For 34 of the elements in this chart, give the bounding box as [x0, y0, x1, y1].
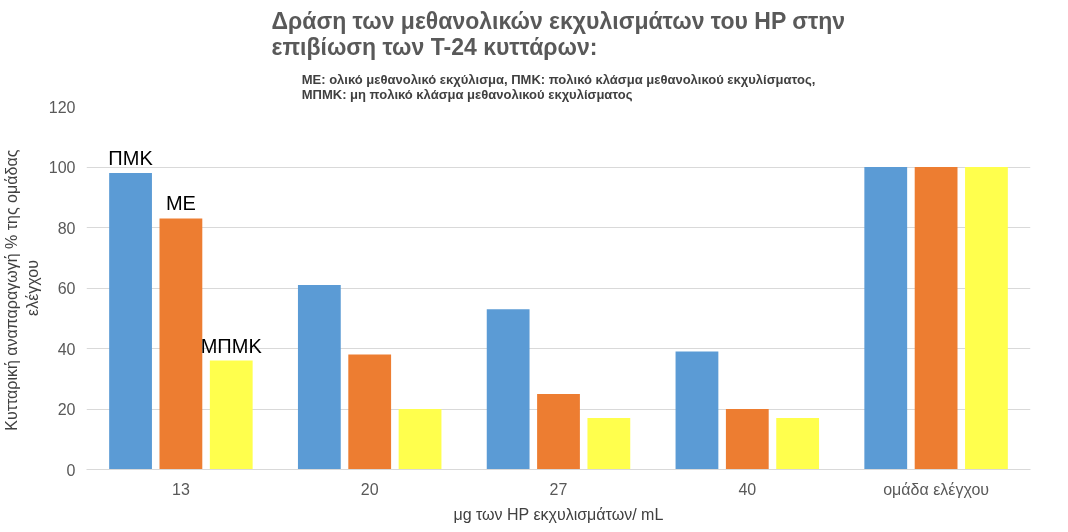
series-label: ΠΜΚ — [108, 147, 154, 170]
x-tick-label: 13 — [172, 480, 190, 498]
bar — [159, 218, 203, 470]
bar — [725, 409, 769, 470]
bar — [776, 418, 820, 470]
y-tick-label: 20 — [57, 401, 76, 418]
y-tick-label: 100 — [48, 159, 76, 176]
x-tick-label: 27 — [549, 480, 568, 498]
bar — [209, 360, 253, 470]
series-label: ΜΠΜΚ — [200, 334, 263, 357]
bar — [965, 167, 1008, 470]
y-tick-label: 120 — [48, 98, 76, 116]
y-tick-label: 60 — [57, 280, 76, 297]
bar — [675, 351, 719, 470]
x-tick-label: 20 — [360, 480, 379, 498]
y-axis-title: Κυτταρική αναπαραγωγή % της ομάδας ελέγχου — [3, 149, 41, 431]
bar — [348, 354, 392, 470]
bar — [587, 418, 631, 470]
bar — [864, 167, 908, 470]
x-axis-title: μg των HP εκχυλισμάτων/ mL — [453, 505, 664, 523]
chart-subtitle: ΜΕ: ολικό μεθανολικό εκχύλισμα, ΠΜΚ: πολικό κλάσμα μεθανολικού εκχυλίσματος, ΜΠΜΚ: μη πολικό κλάσμα μεθανολικού εκχυλίσματος — [301, 71, 816, 102]
x-tick-label: 40 — [738, 480, 757, 498]
y-tick-label: 0 — [66, 461, 76, 479]
y-tick-label: 40 — [57, 340, 76, 358]
series-label: ΜΕ — [165, 192, 196, 215]
bar — [398, 409, 442, 470]
bar — [297, 284, 341, 470]
bar — [537, 393, 580, 470]
bar — [914, 167, 958, 470]
bar — [486, 309, 530, 470]
x-tick-label: ομάδα ελέγχου — [883, 480, 990, 498]
y-tick-label: 80 — [57, 219, 76, 237]
bar — [109, 173, 152, 470]
chart-title: Δράση των μεθανολικών εκχυλισμάτων του HP στην επιβίωση των Τ-24 κυττάρων: — [271, 7, 846, 60]
